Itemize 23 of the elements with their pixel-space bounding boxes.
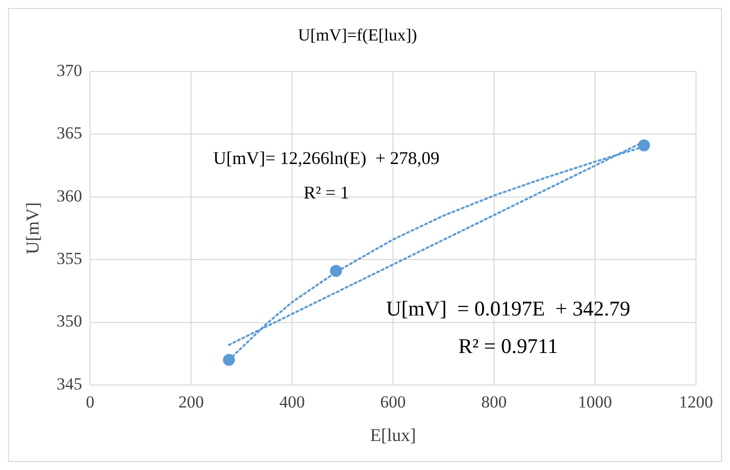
y-axis-title: U[mV] xyxy=(22,202,43,254)
y-tick-label: 365 xyxy=(56,124,82,143)
point xyxy=(222,354,235,366)
y-tick-label: 360 xyxy=(56,186,82,206)
y-tick-label: 370 xyxy=(56,60,82,80)
x-tick-label: 600 xyxy=(380,392,406,412)
annotation: U[mV] = 0.0197E + 342.79 xyxy=(386,296,630,320)
point xyxy=(638,139,650,152)
x-tick-label: 400 xyxy=(279,392,305,412)
x-tick-label: 0 xyxy=(86,392,94,412)
x-tick-label: 1000 xyxy=(578,392,612,412)
x-tick-label: 200 xyxy=(178,392,204,412)
annotation: R² = 0.9711 xyxy=(458,334,558,358)
point xyxy=(330,264,342,277)
x-tick-label: 1200 xyxy=(679,392,713,412)
annotation: R² = 1 xyxy=(304,182,350,202)
x-tick-label: 800 xyxy=(481,392,507,412)
y-tick-label: 355 xyxy=(56,249,82,268)
chart-title: U[mV]=f(E[lux]) xyxy=(298,26,418,45)
y-tick-label: 350 xyxy=(56,312,82,331)
y-tick-label: 345 xyxy=(56,374,82,394)
annotation: U[mV]= 12,266ln(E) + 278,09 xyxy=(213,148,440,168)
x-axis-title: E[lux] xyxy=(370,424,416,445)
